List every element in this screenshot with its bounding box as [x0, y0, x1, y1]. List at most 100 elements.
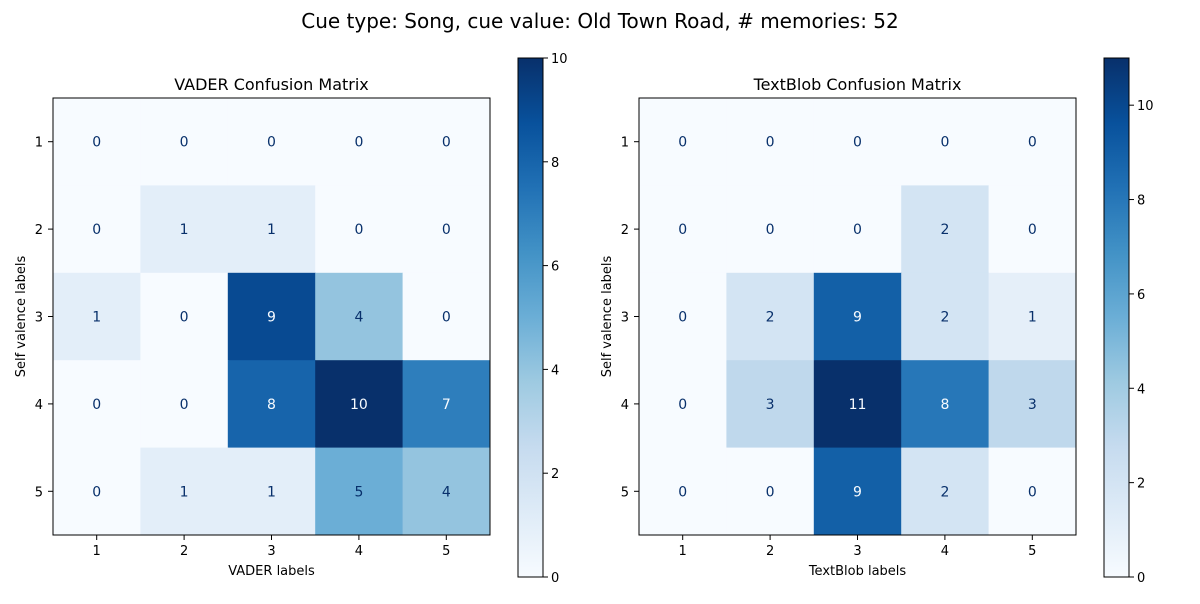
cell	[53, 272, 141, 361]
cell	[315, 447, 404, 536]
colorbar-tick-label: 0	[1137, 571, 1145, 586]
cell	[227, 185, 316, 274]
cell	[988, 185, 1077, 274]
cell-value-label: 1	[1028, 310, 1037, 326]
cell-value-label: 1	[92, 310, 101, 326]
cell	[988, 360, 1077, 449]
cell-value-label: 0	[92, 135, 101, 151]
cell	[988, 447, 1077, 536]
y-axis-label: Self valence labels	[600, 255, 615, 377]
cell	[726, 185, 815, 274]
colorbar	[517, 57, 544, 578]
cell	[901, 272, 990, 361]
cell-value-label: 3	[766, 397, 775, 413]
cell-value-label: 0	[678, 222, 687, 238]
cell-value-label: 0	[354, 222, 363, 238]
cell-value-label: 2	[940, 484, 949, 500]
y-tick-label: 1	[621, 136, 629, 151]
cell-value-label: 0	[442, 222, 451, 238]
cell-value-label: 0	[678, 135, 687, 151]
cell-value-label: 0	[940, 135, 949, 151]
cell	[227, 98, 316, 186]
x-axis-label: TextBlob labels	[808, 564, 907, 579]
cell	[53, 185, 141, 274]
cell-value-label: 2	[940, 222, 949, 238]
colorbar-tick-label: 6	[551, 260, 559, 275]
x-tick-label: 3	[267, 544, 275, 559]
colorbar-tick-label: 8	[1137, 194, 1145, 209]
y-tick-label: 3	[621, 311, 629, 326]
cell-value-label: 5	[354, 484, 363, 500]
cell	[813, 98, 902, 186]
cell	[402, 98, 491, 186]
panel-title: VADER Confusion Matrix	[174, 75, 369, 94]
cell-value-label: 0	[678, 484, 687, 500]
cell	[639, 360, 727, 449]
cell	[140, 447, 229, 536]
cell	[315, 185, 404, 274]
x-tick-label: 1	[679, 544, 687, 559]
cell	[140, 98, 229, 186]
cell	[813, 360, 902, 449]
cell	[988, 272, 1077, 361]
cell-value-label: 0	[766, 222, 775, 238]
cell-value-label: 1	[180, 484, 189, 500]
y-tick-label: 2	[621, 223, 629, 238]
x-tick-label: 4	[941, 544, 949, 559]
x-axis-label: VADER labels	[228, 564, 315, 579]
x-tick-label: 2	[180, 544, 188, 559]
cell-value-label: 0	[180, 310, 189, 326]
cell-value-label: 7	[442, 397, 451, 413]
cell-value-label: 1	[180, 222, 189, 238]
colorbar-tick-label: 10	[551, 52, 568, 67]
cell	[227, 447, 316, 536]
cell	[901, 98, 990, 186]
cell-value-label: 10	[350, 397, 368, 413]
cell-value-label: 0	[442, 135, 451, 151]
cell	[726, 360, 815, 449]
x-tick-label: 1	[93, 544, 101, 559]
cell	[726, 447, 815, 536]
cell	[901, 185, 990, 274]
cell	[988, 98, 1077, 186]
cell	[53, 447, 141, 536]
cell	[639, 98, 727, 186]
cell	[53, 98, 141, 186]
colorbar-tick-label: 10	[1137, 99, 1154, 114]
x-tick-label: 5	[1028, 544, 1036, 559]
cell-value-label: 4	[354, 310, 363, 326]
cell-value-label: 2	[766, 310, 775, 326]
x-tick-label: 3	[853, 544, 861, 559]
colorbar-tick-label: 0	[551, 571, 559, 586]
cell-value-label: 0	[354, 135, 363, 151]
cell	[901, 360, 990, 449]
cell-value-label: 0	[92, 222, 101, 238]
panel-2: 0 0 0 0 00 0 0 2 00 2 9 2 10 3 11 8 30 0 9 2 01 2 3 4 512345Text…	[600, 57, 1154, 586]
cell	[639, 447, 727, 536]
figure-suptitle: Cue type: Song, cue value: Old Town Road…	[301, 9, 899, 33]
cell-value-label: 0	[92, 397, 101, 413]
cell-value-label: 0	[766, 135, 775, 151]
cell	[140, 360, 229, 449]
cell	[227, 272, 316, 361]
cell	[402, 272, 491, 361]
cell-value-label: 0	[766, 484, 775, 500]
cell	[402, 185, 491, 274]
cell-value-label: 0	[267, 135, 276, 151]
colorbar-tick-label: 8	[551, 156, 559, 171]
cell	[315, 98, 404, 186]
x-tick-label: 5	[442, 544, 450, 559]
cell-value-label: 2	[940, 310, 949, 326]
y-tick-label: 5	[621, 485, 629, 500]
cell-value-label: 0	[1028, 135, 1037, 151]
y-tick-label: 4	[35, 398, 43, 413]
cell	[901, 447, 990, 536]
cell	[402, 360, 491, 449]
cell	[315, 272, 404, 361]
colorbar-tick-label: 4	[1137, 382, 1145, 397]
x-tick-label: 2	[766, 544, 774, 559]
y-tick-label: 2	[35, 223, 43, 238]
cell	[402, 447, 491, 536]
